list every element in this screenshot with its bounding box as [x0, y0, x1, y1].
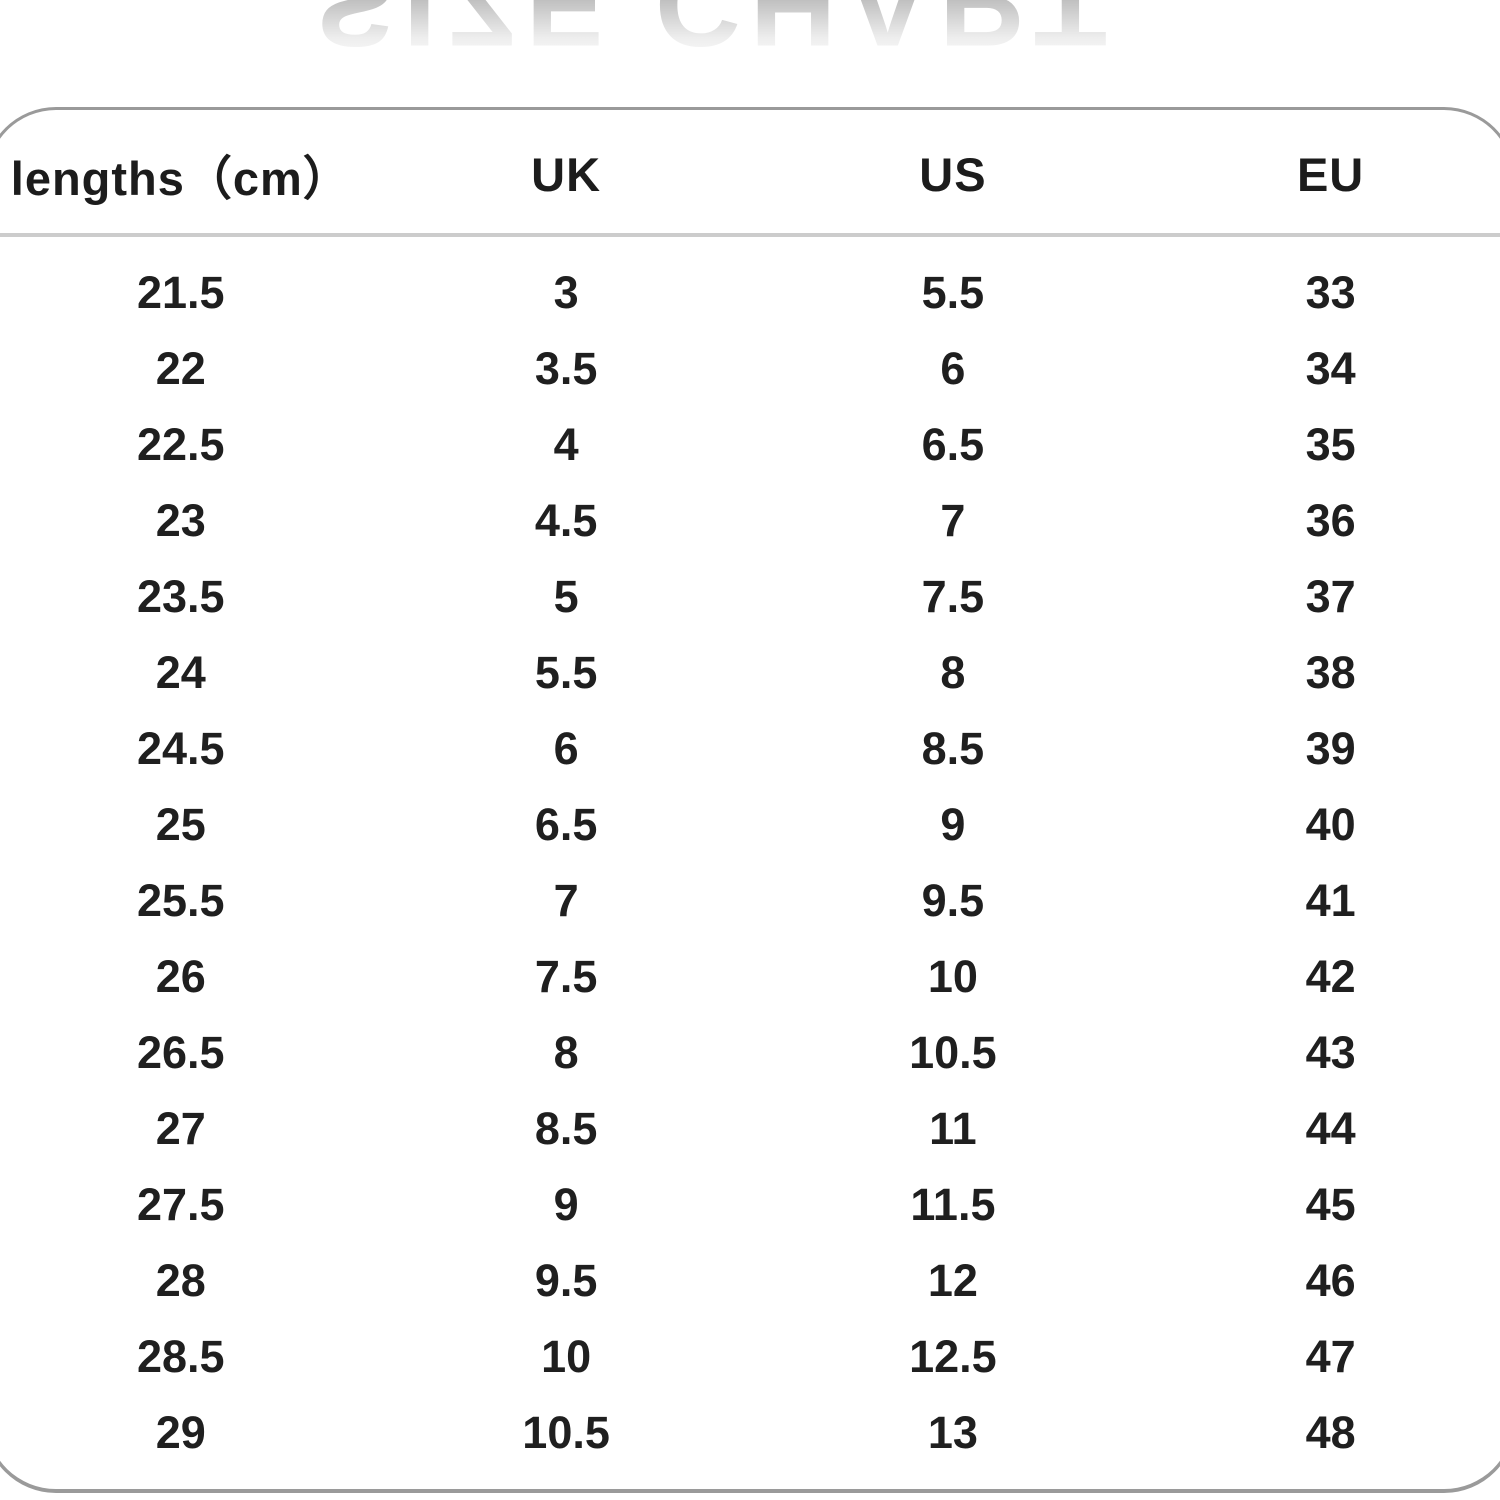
table-cell-uk: 8 — [553, 1027, 579, 1078]
table-cell-length: 23.5 — [137, 571, 225, 622]
table-cell-us: 9 — [940, 799, 966, 850]
table-cell-us: 10 — [927, 951, 978, 1002]
table-cell-length: 22.5 — [137, 419, 225, 470]
table-cell-length: 22 — [155, 343, 206, 394]
table-cell-length: 29 — [155, 1407, 206, 1458]
table-cell-us: 6 — [940, 343, 966, 394]
table-cell-uk: 4.5 — [534, 495, 598, 546]
table-cell-uk: 10.5 — [522, 1407, 610, 1458]
table-cell-eu: 44 — [1305, 1103, 1356, 1154]
table-row: 28.5 10 12.5 47 — [0, 1319, 1500, 1395]
table-cell-uk: 3.5 — [534, 343, 598, 394]
table-cell-us: 7 — [940, 495, 966, 546]
table-cell-eu: 43 — [1305, 1027, 1356, 1078]
table-cell-uk: 10 — [541, 1331, 592, 1382]
table-cell-eu: 38 — [1305, 647, 1356, 698]
table-cell-length: 28 — [155, 1255, 206, 1306]
table-cell-eu: 37 — [1305, 571, 1356, 622]
table-row: 21.5 3 5.5 33 — [0, 255, 1500, 331]
table-cell-uk: 8.5 — [534, 1103, 598, 1154]
column-header-lengths-cm: lengths（cm） — [10, 152, 351, 205]
table-cell-uk: 4 — [553, 419, 579, 470]
table-cell-eu: 41 — [1305, 875, 1356, 926]
table-cell-length: 25 — [155, 799, 206, 850]
table-row: 26 7.5 10 42 — [0, 939, 1500, 1015]
column-header-uk: UK — [531, 148, 602, 201]
table-cell-uk: 5.5 — [534, 647, 598, 698]
table-cell-eu: 34 — [1305, 343, 1356, 394]
table-row: 25.5 7 9.5 41 — [0, 863, 1500, 939]
table-cell-us: 5.5 — [921, 267, 985, 318]
table-row: 24.5 6 8.5 39 — [0, 711, 1500, 787]
table-cell-us: 11 — [929, 1103, 977, 1154]
table-cell-eu: 42 — [1305, 951, 1356, 1002]
table-row: 22 3.5 6 34 — [0, 331, 1500, 407]
table-cell-eu: 35 — [1305, 419, 1356, 470]
table-cell-length: 21.5 — [137, 267, 225, 318]
table-header-row: lengths（cm） UK US EU — [0, 110, 1500, 237]
table-cell-length: 26 — [155, 951, 206, 1002]
table-row: 23 4.5 7 36 — [0, 483, 1500, 559]
table-cell-eu: 39 — [1305, 723, 1356, 774]
table-cell-uk: 7 — [553, 875, 579, 926]
table-row: 26.5 8 10.5 43 — [0, 1015, 1500, 1091]
table-cell-eu: 47 — [1305, 1331, 1356, 1382]
table-cell-us: 12 — [927, 1255, 978, 1306]
table-body: 21.5 3 5.5 33 22 3.5 6 34 22.5 4 6.5 35 … — [0, 237, 1500, 1471]
table-cell-eu: 36 — [1305, 495, 1356, 546]
table-row: 29 10.5 13 48 — [0, 1395, 1500, 1471]
table-cell-uk: 6.5 — [534, 799, 598, 850]
table-cell-eu: 48 — [1305, 1407, 1356, 1458]
table-cell-us: 10.5 — [909, 1027, 997, 1078]
table-cell-eu: 45 — [1305, 1179, 1356, 1230]
table-cell-uk: 6 — [553, 723, 579, 774]
table-row: 23.5 5 7.5 37 — [0, 559, 1500, 635]
size-chart-card: lengths（cm） UK US EU 21.5 3 5.5 33 22 3.… — [0, 107, 1500, 1493]
table-cell-eu: 33 — [1305, 267, 1356, 318]
column-header-eu: EU — [1296, 148, 1365, 201]
table-cell-uk: 5 — [553, 571, 579, 622]
table-cell-length: 28.5 — [137, 1331, 225, 1382]
table-cell-length: 24 — [155, 647, 206, 698]
table-cell-uk: 3 — [553, 267, 579, 318]
table-row: 24 5.5 8 38 — [0, 635, 1500, 711]
table-row: 22.5 4 6.5 35 — [0, 407, 1500, 483]
table-cell-uk: 7.5 — [534, 951, 598, 1002]
table-cell-length: 25.5 — [137, 875, 225, 926]
table-cell-length: 27.5 — [137, 1179, 225, 1230]
table-cell-us: 9.5 — [921, 875, 985, 926]
table-cell-uk: 9 — [553, 1179, 579, 1230]
table-cell-us: 7.5 — [921, 571, 985, 622]
watermark-fade-overlay — [0, 0, 1500, 68]
table-row: 25 6.5 9 40 — [0, 787, 1500, 863]
table-cell-length: 23 — [155, 495, 206, 546]
table-cell-length: 24.5 — [137, 723, 225, 774]
table-cell-eu: 40 — [1305, 799, 1356, 850]
table-cell-length: 26.5 — [137, 1027, 225, 1078]
table-cell-us: 12.5 — [909, 1331, 997, 1382]
table-cell-us: 13 — [927, 1407, 978, 1458]
table-cell-eu: 46 — [1305, 1255, 1356, 1306]
table-cell-uk: 9.5 — [534, 1255, 598, 1306]
table-cell-us: 6.5 — [921, 419, 985, 470]
table-cell-length: 27 — [155, 1103, 206, 1154]
table-cell-us: 11.5 — [910, 1179, 996, 1230]
table-row: 27.5 9 11.5 45 — [0, 1167, 1500, 1243]
table-row: 27 8.5 11 44 — [0, 1091, 1500, 1167]
table-cell-us: 8.5 — [921, 723, 985, 774]
table-row: 28 9.5 12 46 — [0, 1243, 1500, 1319]
column-header-us: US — [919, 148, 987, 201]
table-cell-us: 8 — [940, 647, 966, 698]
